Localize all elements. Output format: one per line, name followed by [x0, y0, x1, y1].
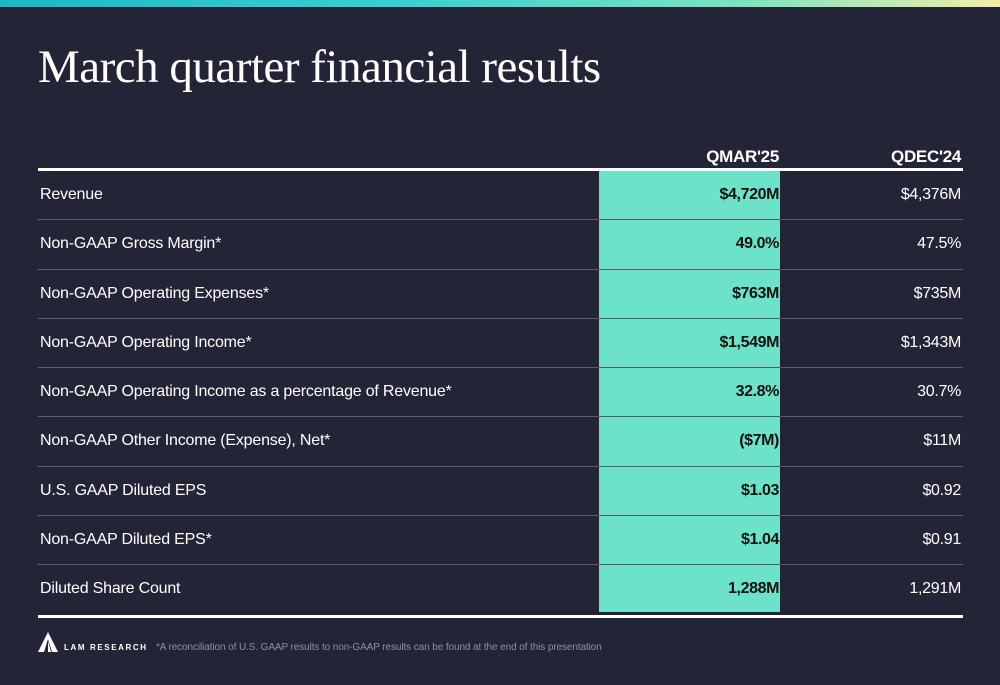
- table-row: Non-GAAP Operating Expenses* $763M $735M: [38, 270, 963, 319]
- lam-research-logo-icon: [38, 632, 58, 652]
- footnote: *A reconciliation of U.S. GAAP results t…: [156, 642, 602, 653]
- current-value: $1.03: [740, 481, 779, 499]
- logo-wordmark: LAM RESEARCH: [64, 643, 148, 652]
- header-divider: [38, 168, 963, 171]
- row-label: Revenue: [40, 186, 103, 203]
- current-value: 49.0%: [735, 235, 780, 253]
- row-label: Diluted Share Count: [40, 580, 181, 598]
- current-value: 1,288M: [728, 580, 779, 598]
- company-logo: LAM RESEARCH: [38, 632, 148, 652]
- table-row: Non-GAAP Operating Income as a percentag…: [38, 368, 963, 418]
- table-row: Non-GAAP Diluted EPS* $1.04 $0.91: [38, 516, 963, 566]
- current-value: $4,720M: [719, 186, 780, 203]
- results-table: QMAR'25 QDEC'24 Revenue $4,720M $4,376M …: [38, 140, 963, 618]
- current-quarter-highlight: [599, 170, 780, 612]
- current-value: ($7M): [739, 432, 779, 450]
- prior-value: 1,291M: [909, 580, 961, 598]
- prior-value: 47.5%: [917, 235, 961, 253]
- row-label: Non-GAAP Gross Margin*: [40, 235, 222, 253]
- current-value: 32.8%: [735, 383, 780, 401]
- table-header: QMAR'25 QDEC'24: [38, 140, 963, 168]
- table-body: Revenue $4,720M $4,376M Non-GAAP Gross M…: [38, 171, 963, 615]
- current-value: $1,549M: [719, 333, 780, 351]
- table-row: Non-GAAP Gross Margin* 49.0% 47.5%: [38, 220, 963, 270]
- prior-value: $11M: [923, 432, 961, 450]
- table-row: Non-GAAP Other Income (Expense), Net* ($…: [38, 417, 963, 467]
- row-label: Non-GAAP Diluted EPS*: [40, 531, 212, 549]
- prior-value: $735M: [913, 284, 962, 302]
- table-row: Diluted Share Count 1,288M 1,291M: [38, 565, 963, 614]
- table-row: Non-GAAP Operating Income* $1,549M $1,34…: [38, 319, 963, 369]
- column-header-current: QMAR'25: [706, 147, 779, 166]
- prior-value: $1,343M: [900, 333, 961, 351]
- prior-value: $0.91: [922, 531, 961, 549]
- table-row: U.S. GAAP Diluted EPS $1.03 $0.92: [38, 467, 963, 517]
- table-bottom-divider: [38, 614, 963, 618]
- current-value: $763M: [732, 284, 779, 302]
- prior-value: $4,376M: [900, 186, 961, 203]
- prior-value: 30.7%: [917, 383, 961, 401]
- table-row: Revenue $4,720M $4,376M: [38, 171, 963, 221]
- prior-value: $0.92: [922, 481, 961, 499]
- row-label: Non-GAAP Operating Expenses*: [40, 284, 269, 302]
- row-label: Non-GAAP Other Income (Expense), Net*: [40, 432, 331, 450]
- row-label: U.S. GAAP Diluted EPS: [40, 481, 207, 499]
- page-title: March quarter financial results: [38, 41, 601, 93]
- current-value: $1.04: [740, 531, 779, 549]
- row-label: Non-GAAP Operating Income as a percentag…: [40, 383, 452, 401]
- top-accent-bar: [0, 0, 1000, 7]
- row-label: Non-GAAP Operating Income*: [40, 333, 252, 351]
- column-header-prior: QDEC'24: [891, 147, 961, 166]
